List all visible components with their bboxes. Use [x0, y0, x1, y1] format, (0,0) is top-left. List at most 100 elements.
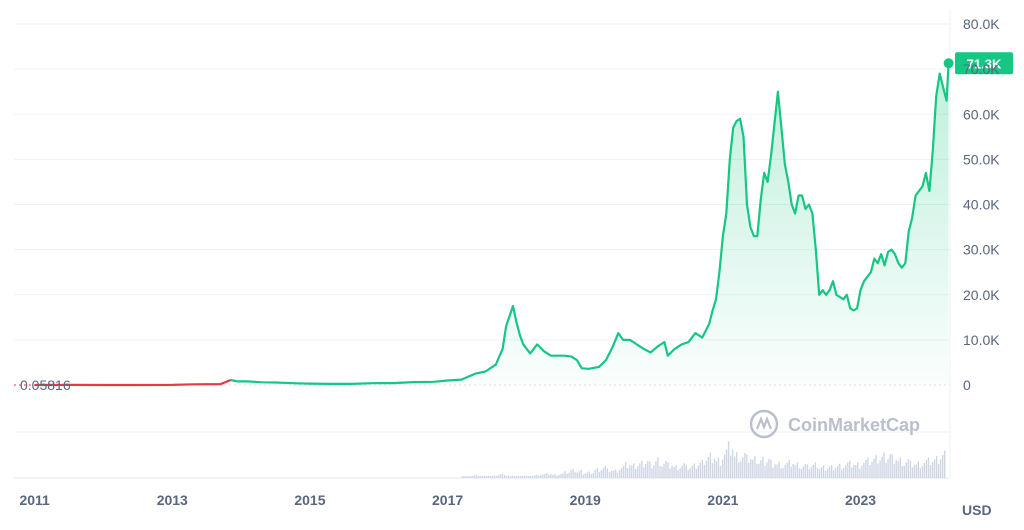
volume-bar: [832, 470, 835, 478]
volume-bar: [736, 452, 738, 478]
volume-bar: [800, 468, 802, 478]
volume-bar: [517, 476, 520, 478]
volume-bar: [677, 470, 679, 478]
y-tick-label: 30.0K: [963, 242, 1000, 258]
volume-bar: [519, 476, 522, 478]
volume-bar: [463, 476, 465, 478]
volume-bar: [841, 469, 843, 478]
volume-bar: [661, 466, 663, 478]
volume-bar: [572, 468, 574, 478]
volume-bar: [845, 465, 847, 478]
y-tick-label: 0: [963, 377, 971, 393]
volume-bar: [671, 465, 673, 478]
volume-bar: [509, 476, 512, 478]
volume-bar: [598, 472, 601, 478]
volume-bar: [469, 476, 471, 478]
volume-bar: [865, 459, 867, 478]
volume-bar: [762, 457, 764, 478]
price-line: [230, 63, 950, 385]
volume-bar: [729, 455, 732, 478]
volume-bar: [624, 462, 627, 478]
volume-bar: [843, 468, 845, 478]
volume-bar: [740, 461, 742, 478]
volume-bar: [885, 463, 887, 478]
x-tick-label: 2015: [294, 492, 325, 508]
volume-bar: [903, 465, 905, 478]
volume-bar: [812, 464, 815, 478]
volume-bar: [738, 462, 740, 478]
volume-bar: [899, 457, 901, 478]
volume-bar: [756, 464, 758, 478]
volume-bar: [760, 460, 762, 478]
volume-bar: [556, 475, 558, 478]
volume-bar: [473, 475, 475, 478]
volume-bar: [614, 469, 617, 478]
volume-bar: [742, 457, 744, 478]
volume-bar: [857, 462, 859, 478]
volume-bar: [515, 476, 518, 478]
volume-bar: [697, 465, 699, 478]
volume-bar: [501, 473, 504, 478]
volume-bar: [481, 476, 483, 478]
volume-bar: [620, 467, 623, 478]
volume-bar: [937, 464, 940, 478]
y-tick-label: 70.0K: [963, 61, 1000, 77]
volume-bar: [532, 476, 534, 478]
volume-bar: [837, 466, 839, 478]
volume-bar: [782, 468, 784, 478]
volume-bar: [721, 459, 724, 478]
volume-bar: [602, 467, 605, 478]
volume-bar: [750, 459, 752, 478]
volume-bar: [513, 476, 516, 478]
volume-bar: [788, 459, 790, 478]
volume-bar: [734, 456, 736, 478]
volume-bar: [915, 464, 918, 478]
x-tick-label: 2011: [19, 492, 50, 508]
volume-bar: [626, 467, 629, 478]
volume-bar: [657, 457, 659, 478]
volume-bar: [659, 466, 661, 478]
volume-bar: [705, 460, 708, 478]
volume-bar: [790, 466, 792, 478]
volume-bar: [776, 464, 778, 478]
volume-bar: [758, 463, 760, 478]
volume-bar: [786, 462, 788, 478]
y-tick-label: 10.0K: [963, 332, 1000, 348]
volume-bar: [895, 459, 897, 478]
volume-bar: [855, 465, 857, 478]
volume-bar: [651, 468, 653, 478]
volume-bar: [528, 476, 530, 478]
volume-bar: [707, 456, 710, 478]
volume-bar: [530, 476, 532, 478]
volume-bar: [877, 463, 879, 478]
x-axis: 2011 2013 2015 2017 2019 2021 2023: [19, 492, 876, 508]
volume-bar: [635, 468, 637, 478]
volume-bar: [550, 474, 552, 478]
volume-bar: [461, 476, 463, 478]
watermark-text: CoinMarketCap: [788, 415, 920, 435]
volume-bar: [828, 466, 831, 478]
volume-bar: [667, 462, 669, 478]
volume-bar: [548, 474, 550, 478]
volume-bar: [524, 476, 526, 478]
volume-bar: [618, 469, 621, 478]
volume-bar: [847, 462, 849, 478]
volume-bar: [792, 463, 794, 478]
volume-bar: [806, 464, 809, 478]
current-price-badge: 71.3K: [955, 52, 1013, 75]
volume-bar: [802, 466, 804, 478]
volume-bar: [663, 463, 665, 478]
volume-bar: [873, 458, 875, 478]
volume-bar: [475, 474, 477, 478]
volume-bar: [542, 474, 544, 478]
volume-bar: [939, 459, 942, 478]
current-price-dot[interactable]: [943, 58, 954, 69]
volume-bar: [798, 468, 800, 478]
volume-bar: [487, 476, 489, 478]
volume-bar: [497, 475, 500, 478]
volume-bar: [653, 465, 655, 478]
volume-bar: [849, 460, 851, 478]
volume-bar: [546, 472, 548, 478]
price-line-start-segment: [34, 378, 232, 387]
volume-bar: [485, 476, 487, 478]
